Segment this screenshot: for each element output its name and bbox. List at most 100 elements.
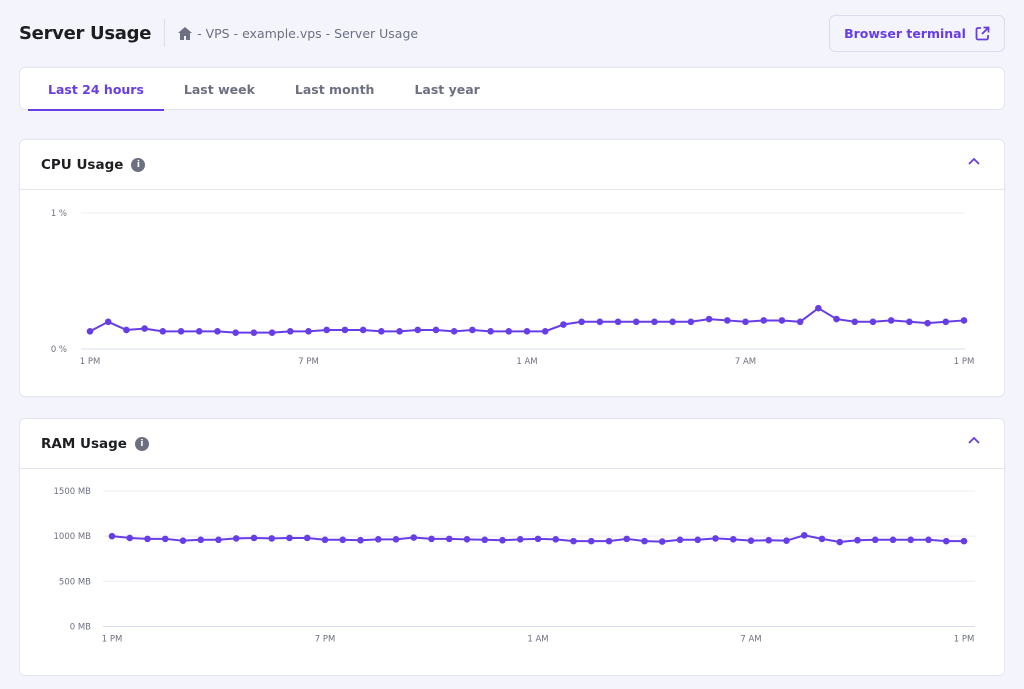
time-range-tabs: Last 24 hours Last week Last month Last …: [19, 67, 1005, 111]
data-point: [463, 536, 471, 543]
data-point: [108, 532, 116, 540]
chevron-up-icon[interactable]: [968, 157, 980, 165]
data-point: [942, 537, 950, 545]
data-point: [396, 328, 403, 335]
data-point: [712, 535, 719, 542]
data-point: [161, 535, 169, 543]
data-point: [541, 328, 549, 335]
data-point: [705, 315, 713, 323]
ram-usage-title: RAM Usage: [41, 435, 127, 452]
data-point: [765, 536, 773, 544]
data-point: [305, 328, 312, 335]
data-point: [687, 318, 695, 326]
data-point: [445, 535, 453, 543]
data-point: [123, 326, 130, 334]
data-point: [596, 318, 604, 326]
cpu-usage-card: CPU Usage i 0 % 1 % 1 PM 7 PM 1 AM 7 AM 1 PM: [19, 139, 1005, 397]
data-point: [729, 536, 737, 543]
x-tick-label: 7 AM: [740, 635, 761, 645]
data-point: [144, 535, 151, 543]
data-point: [960, 317, 968, 324]
tab-last-24-hours[interactable]: Last 24 hours: [28, 68, 164, 111]
x-tick-label: 1 PM: [954, 635, 975, 645]
cpu-usage-title: CPU Usage: [41, 156, 124, 173]
data-point: [925, 536, 932, 544]
x-tick-label: 1 AM: [516, 357, 537, 367]
data-point: [323, 326, 331, 334]
data-point: [796, 318, 804, 326]
data-point: [232, 535, 240, 542]
data-point: [851, 318, 859, 326]
cpu-usage-chart: 0 % 1 % 1 PM 7 PM 1 AM 7 AM 1 PM: [51, 209, 975, 367]
tab-last-year[interactable]: Last year: [414, 81, 480, 97]
data-point: [250, 534, 258, 542]
data-point: [286, 534, 293, 542]
data-point: [450, 328, 458, 335]
info-icon[interactable]: i: [134, 436, 149, 451]
data-point: [516, 536, 524, 543]
data-point: [552, 536, 560, 543]
data-point: [742, 318, 749, 326]
data-point: [669, 318, 676, 326]
data-point: [378, 328, 385, 335]
data-point: [747, 537, 755, 544]
y-tick-label: 1 %: [51, 209, 67, 219]
data-point: [499, 536, 506, 544]
data-point: [86, 328, 94, 335]
chevron-up-icon[interactable]: [968, 436, 980, 444]
browser-terminal-label: Browser terminal: [844, 26, 966, 41]
data-point: [723, 317, 731, 324]
data-point: [232, 329, 239, 336]
data-point: [605, 537, 613, 545]
y-tick-label: 1000 MB: [54, 532, 92, 542]
data-point: [887, 317, 895, 324]
data-point: [560, 321, 567, 328]
data-point: [906, 318, 913, 326]
breadcrumb: - VPS - example.vps - Server Usage: [178, 26, 418, 41]
data-point: [126, 534, 134, 542]
info-icon[interactable]: i: [131, 157, 146, 172]
data-point: [534, 535, 542, 543]
ram-usage-chart: 0 MB 500 MB 1000 MB 1500 MB 1 PM 7 PM 1 AM 7 AM…: [54, 487, 975, 645]
data-point: [159, 328, 167, 335]
x-tick-label: 1 PM: [954, 357, 975, 367]
data-point: [179, 537, 187, 544]
data-point: [815, 304, 822, 312]
y-tick-label: 0 MB: [70, 623, 91, 633]
data-point: [359, 326, 367, 334]
data-point: [250, 329, 258, 336]
tab-last-week[interactable]: Last week: [183, 81, 255, 97]
data-point: [641, 537, 648, 545]
data-point: [214, 328, 221, 335]
data-point: [321, 536, 329, 544]
external-link-icon: [975, 26, 990, 41]
data-point: [623, 535, 631, 543]
tab-last-month[interactable]: Last month: [294, 81, 375, 97]
data-point: [374, 536, 382, 543]
data-point: [177, 328, 185, 335]
data-point: [869, 318, 877, 326]
data-point: [570, 537, 577, 545]
data-point: [960, 537, 968, 545]
data-point: [104, 318, 112, 326]
data-point: [760, 317, 768, 324]
data-point: [614, 318, 622, 326]
data-point: [651, 318, 658, 326]
data-point: [428, 535, 435, 543]
data-point: [505, 328, 513, 335]
divider: [164, 19, 166, 47]
data-point: [578, 318, 585, 326]
data-point: [587, 537, 595, 545]
home-icon[interactable]: [178, 26, 193, 40]
data-point: [523, 328, 531, 335]
browser-terminal-button[interactable]: Browser terminal: [829, 15, 1005, 52]
x-tick-label: 1 PM: [102, 635, 123, 645]
data-point: [836, 538, 844, 546]
data-point: [410, 534, 418, 541]
data-point: [833, 315, 840, 323]
data-point: [942, 318, 950, 326]
x-tick-label: 1 PM: [80, 357, 101, 367]
data-point: [341, 326, 349, 334]
data-point: [778, 317, 786, 324]
data-point: [141, 325, 148, 332]
